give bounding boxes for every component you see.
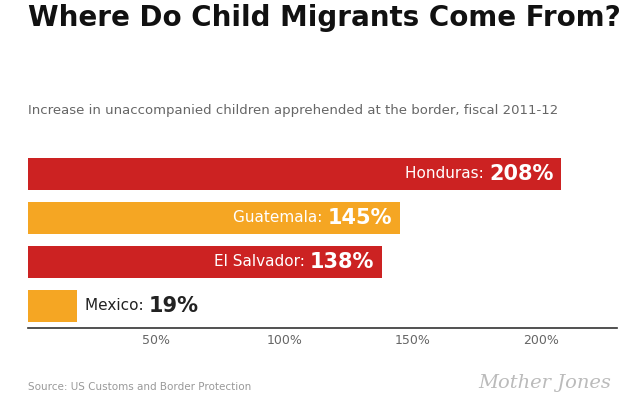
Text: 138%: 138% [310, 252, 374, 272]
Text: Source: US Customs and Border Protection: Source: US Customs and Border Protection [28, 382, 251, 392]
Text: 208%: 208% [489, 164, 553, 184]
Text: El Salvador:: El Salvador: [214, 254, 310, 270]
Text: 145%: 145% [328, 208, 392, 228]
Text: Mexico:: Mexico: [84, 298, 148, 314]
Text: Increase in unaccompanied children apprehended at the border, fiscal 2011-12: Increase in unaccompanied children appre… [28, 104, 559, 117]
Text: 19%: 19% [148, 296, 198, 316]
Text: Where Do Child Migrants Come From?: Where Do Child Migrants Come From? [28, 4, 621, 32]
Text: Honduras:: Honduras: [405, 166, 489, 182]
Text: Mother Jones: Mother Jones [478, 374, 611, 392]
Bar [28, 290, 77, 322]
Bar [28, 158, 561, 190]
Text: Guatemala:: Guatemala: [233, 210, 328, 226]
Bar [28, 202, 399, 234]
Bar [28, 246, 382, 278]
